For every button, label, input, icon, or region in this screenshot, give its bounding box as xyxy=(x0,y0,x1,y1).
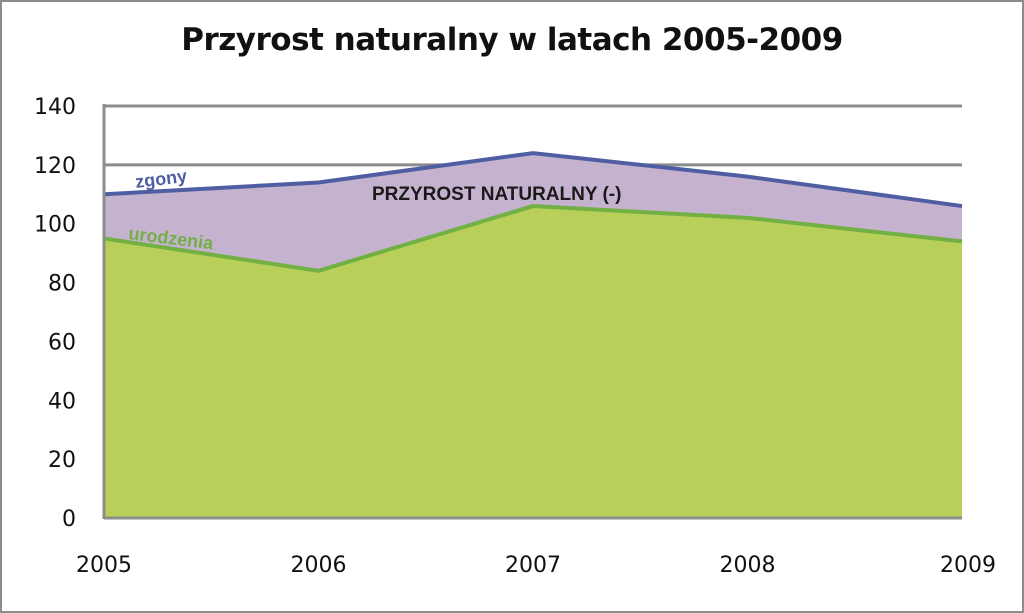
births-line xyxy=(103,204,963,273)
y-tick-label-2: 40 xyxy=(48,389,76,414)
y-tick-label-1: 20 xyxy=(48,448,76,473)
births-area xyxy=(104,206,962,519)
x-tick-labels: 2005 2006 2007 2008 2009 xyxy=(76,553,996,578)
axes xyxy=(102,104,962,520)
y-tick-labels: 0 20 40 60 80 100 120 140 xyxy=(34,95,76,532)
chart-title: Przyrost naturalny w latach 2005-2009 xyxy=(181,22,843,58)
x-tick-label-1: 2006 xyxy=(291,553,347,578)
y-tick-label-3: 60 xyxy=(48,330,76,355)
x-tick-label-2: 2007 xyxy=(505,553,561,578)
y-tick-label-0: 0 xyxy=(62,507,76,532)
y-tick-label-5: 100 xyxy=(34,213,76,238)
y-tick-label-7: 140 xyxy=(34,95,76,120)
deaths-series-label: zgony xyxy=(134,166,188,192)
y-tick-label-4: 80 xyxy=(48,272,76,297)
x-tick-label-3: 2008 xyxy=(720,553,776,578)
y-tick-label-6: 120 xyxy=(34,154,76,179)
gap-annotation: PRZYROST NATURALNY (-) xyxy=(372,184,621,205)
deaths-line xyxy=(103,151,963,209)
x-tick-label-4: 2009 xyxy=(940,553,996,578)
x-tick-label-0: 2005 xyxy=(76,553,132,578)
